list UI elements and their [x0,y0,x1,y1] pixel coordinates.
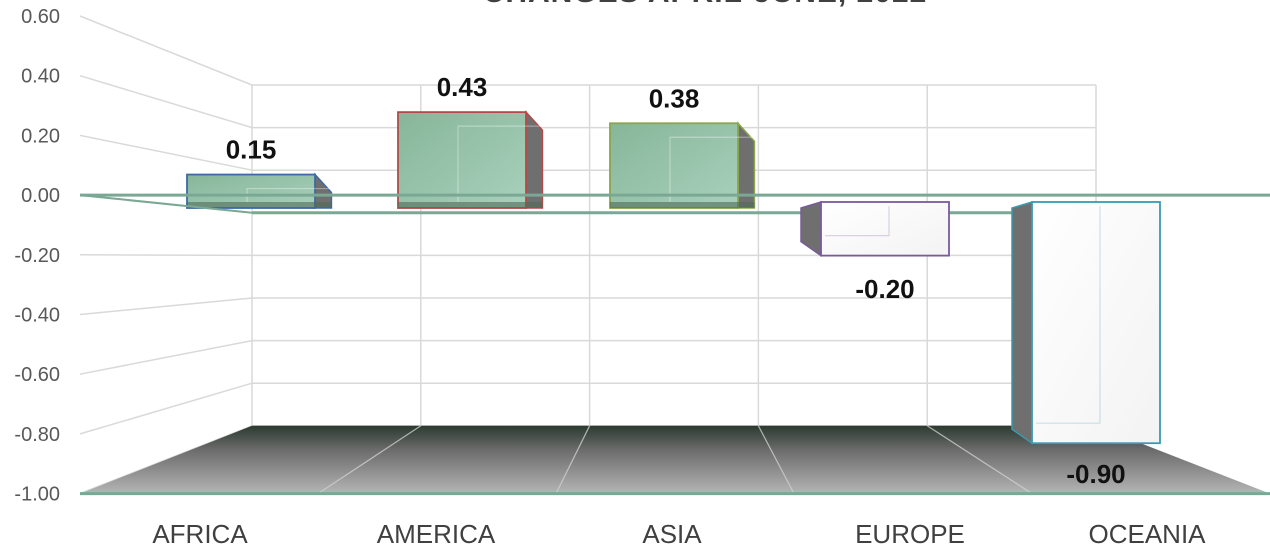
grid-line-side [79,382,253,435]
y-tick-label: 0.00 [21,185,60,207]
x-category-label: AMERICA [377,519,496,549]
bar-base-shadow [398,202,543,208]
bar-inner-edge [825,206,890,237]
bar-base-shadow [610,202,755,208]
grid-line-side [79,297,253,316]
y-tick-label: -0.60 [14,364,60,386]
x-category-label: ASIA [642,519,702,549]
floor-plane [80,425,1270,494]
bar-africa [186,172,333,209]
grid-line-side [79,339,253,375]
bar-inner-edge [457,125,543,202]
floor-divider [555,425,591,494]
data-label: 0.15 [226,135,277,165]
bar-front-face [1031,201,1161,445]
bar-side-face [800,200,822,258]
bar-base-shadow [187,202,332,208]
grid-line-side [79,254,253,257]
bar-front-face [397,111,527,209]
bar-side-face [1011,200,1033,445]
bar-inner-edge [1036,206,1101,424]
x-category-label: AFRICA [152,519,248,549]
floor-divider [317,425,422,495]
grid-line-side [79,134,253,171]
y-tick-label: -1.00 [14,484,60,506]
data-labels: 0.15 0.43 0.38 -0.20 -0.90 [226,72,1126,489]
y-tick-label: 0.40 [21,66,60,88]
data-label: -0.90 [1066,459,1125,489]
floor-divider [926,425,1033,495]
y-tick-label: 0.60 [21,6,60,28]
bars [79,110,1270,445]
bar-oceania [1011,200,1161,445]
y-tick-label: -0.80 [14,424,60,446]
x-category-label: EUROPE [855,519,965,549]
y-tick-label: -0.40 [14,305,60,327]
bar-inner-edge [246,187,332,202]
grid-line-side [79,15,253,86]
x-category-label: OCEANIA [1088,519,1206,549]
data-label: 0.38 [649,83,700,113]
y-tick-label: 0.20 [21,125,60,147]
bar-europe [800,200,950,258]
bar-inner-edge [669,136,755,202]
bar-america [397,110,544,209]
y-axis: 0.60 0.40 0.20 0.00 -0.20 -0.40 -0.60 -0.80 -1.0… [14,6,60,506]
floor-divider [757,425,795,494]
y-tick-label: -0.20 [14,245,60,267]
bar-front-face [820,201,950,257]
data-label: 0.43 [437,72,488,102]
chart-title: CHANGES APRIL-JUNE, 2022 [483,0,928,9]
grid-line-side [79,74,253,129]
floor [80,425,1270,496]
zero-line-side [79,194,253,214]
x-axis: AFRICA AMERICA ASIA EUROPE OCEANIA [152,519,1206,549]
data-label: -0.20 [855,274,914,304]
